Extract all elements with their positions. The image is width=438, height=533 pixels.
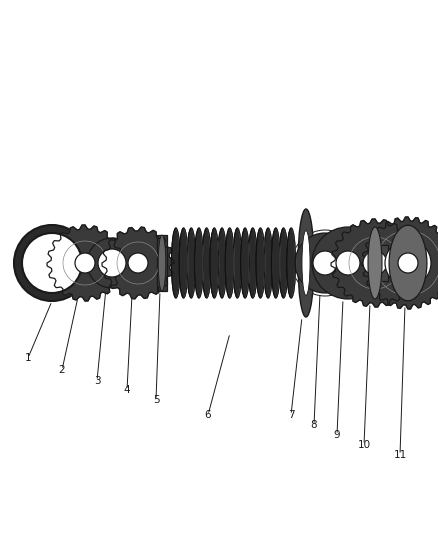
Circle shape [313, 251, 337, 275]
Circle shape [75, 253, 95, 273]
Text: 7: 7 [288, 410, 294, 420]
Text: 8: 8 [311, 420, 317, 430]
Ellipse shape [368, 227, 382, 299]
Text: 4: 4 [124, 385, 131, 395]
Text: 5: 5 [153, 395, 159, 405]
Text: 1: 1 [25, 353, 31, 363]
Circle shape [385, 240, 431, 286]
Bar [172, 244, 295, 282]
Polygon shape [102, 227, 174, 299]
Text: 2: 2 [59, 365, 65, 375]
Text: 3: 3 [94, 376, 100, 386]
Ellipse shape [210, 228, 219, 298]
Ellipse shape [171, 228, 180, 298]
Text: 10: 10 [357, 440, 371, 450]
Text: 11: 11 [393, 450, 406, 460]
Ellipse shape [225, 228, 234, 298]
Circle shape [295, 233, 355, 293]
Ellipse shape [256, 228, 265, 298]
Ellipse shape [240, 228, 250, 298]
Ellipse shape [218, 228, 226, 298]
Ellipse shape [279, 228, 288, 298]
Text: 9: 9 [334, 430, 340, 440]
Ellipse shape [179, 228, 188, 298]
Bar [378, 245, 388, 281]
Ellipse shape [302, 231, 310, 295]
Text: 6: 6 [205, 410, 211, 420]
Circle shape [98, 249, 126, 277]
Ellipse shape [187, 228, 196, 298]
Circle shape [363, 251, 387, 275]
Ellipse shape [264, 228, 272, 298]
Ellipse shape [389, 225, 427, 301]
Circle shape [312, 227, 384, 299]
Circle shape [398, 253, 418, 273]
Circle shape [336, 251, 360, 275]
Ellipse shape [202, 228, 211, 298]
Ellipse shape [194, 228, 203, 298]
Ellipse shape [272, 228, 280, 298]
Ellipse shape [287, 228, 296, 298]
Ellipse shape [248, 228, 257, 298]
Ellipse shape [298, 209, 314, 317]
Circle shape [14, 225, 90, 301]
Polygon shape [362, 217, 438, 309]
Polygon shape [331, 219, 419, 307]
Ellipse shape [158, 235, 166, 291]
Circle shape [128, 253, 148, 273]
Circle shape [87, 238, 137, 288]
Bar [157, 235, 167, 291]
Circle shape [22, 233, 82, 293]
Ellipse shape [233, 228, 242, 298]
Polygon shape [47, 225, 123, 301]
